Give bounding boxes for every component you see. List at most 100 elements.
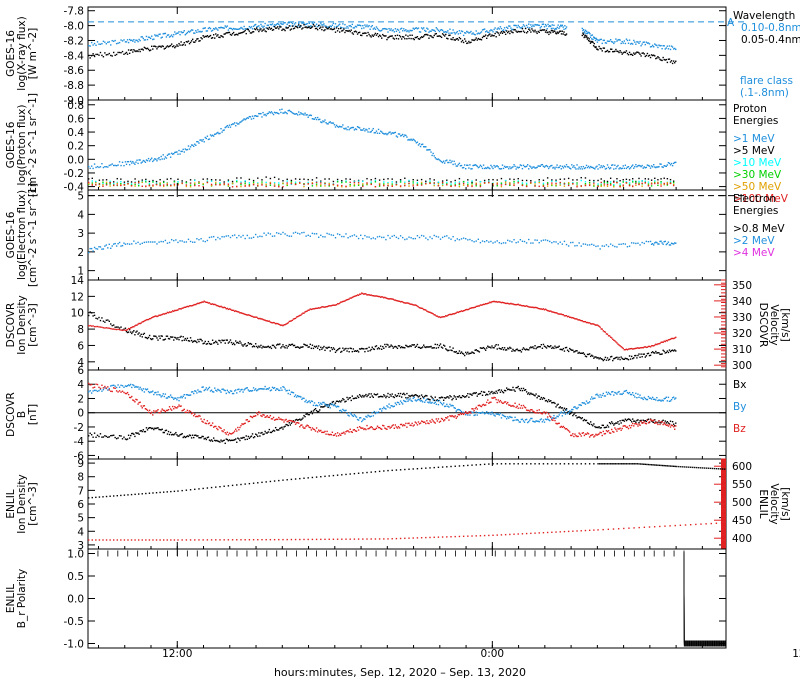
data-point xyxy=(611,355,613,358)
data-point xyxy=(431,396,433,399)
data-point xyxy=(531,306,533,309)
data-point xyxy=(526,305,529,308)
data-point xyxy=(344,348,346,350)
data-point xyxy=(558,313,560,315)
data-point xyxy=(503,31,506,33)
data-point xyxy=(583,32,585,34)
data-point xyxy=(414,36,417,39)
data-point xyxy=(646,352,649,355)
data-point xyxy=(639,356,641,358)
data-point xyxy=(329,25,331,27)
data-point xyxy=(516,386,518,389)
data-point xyxy=(167,34,170,36)
data-point xyxy=(248,25,251,28)
data-point xyxy=(179,240,181,242)
data-point xyxy=(480,165,483,168)
data-point xyxy=(519,164,522,166)
data-point xyxy=(355,416,358,418)
data-point xyxy=(211,440,214,442)
data-point xyxy=(633,167,635,169)
legend-title: Wavelength xyxy=(733,10,795,22)
data-point xyxy=(343,300,345,302)
data-point xyxy=(585,32,587,35)
data-point xyxy=(663,350,665,353)
data-point xyxy=(658,352,660,354)
data-point xyxy=(597,184,599,187)
data-point xyxy=(611,40,613,43)
data-point xyxy=(365,25,367,28)
data-point xyxy=(404,184,406,187)
data-point xyxy=(313,21,316,24)
data-point xyxy=(133,162,135,164)
data-point xyxy=(186,435,189,437)
data-point xyxy=(341,126,343,128)
data-point xyxy=(298,111,300,113)
data-point xyxy=(445,348,447,350)
data-point xyxy=(110,385,112,387)
data-point xyxy=(429,180,431,182)
data-point xyxy=(462,395,465,398)
data-point xyxy=(665,422,668,424)
data-point xyxy=(406,38,408,40)
data-point xyxy=(556,164,558,166)
data-point xyxy=(225,126,227,128)
data-point xyxy=(117,328,119,331)
data-point xyxy=(182,148,184,151)
y-axis-label: log(Proton flux) xyxy=(16,105,28,186)
data-point xyxy=(134,183,136,186)
data-point xyxy=(654,419,656,421)
data-point xyxy=(265,346,267,348)
data-point xyxy=(270,389,273,391)
data-point xyxy=(102,388,105,391)
data-point xyxy=(514,28,516,31)
data-point xyxy=(182,336,184,338)
data-point xyxy=(593,182,595,184)
data-point xyxy=(407,29,409,32)
data-point xyxy=(398,345,401,347)
data-point xyxy=(630,421,633,423)
data-point xyxy=(121,329,124,332)
data-point xyxy=(341,186,343,188)
data-point xyxy=(105,184,108,186)
data-point xyxy=(407,397,409,399)
data-point xyxy=(667,351,670,354)
data-point xyxy=(190,391,193,393)
data-point xyxy=(156,393,158,396)
data-point xyxy=(523,31,526,34)
data-point xyxy=(218,389,220,391)
data-point xyxy=(439,401,442,404)
data-point xyxy=(473,39,475,42)
data-point xyxy=(430,312,432,314)
data-point xyxy=(284,425,286,428)
data-point xyxy=(546,31,548,34)
data-point xyxy=(482,35,485,37)
data-point xyxy=(657,352,659,354)
data-point xyxy=(118,161,121,163)
data-point xyxy=(544,308,547,310)
data-point xyxy=(193,32,195,34)
data-point xyxy=(201,435,203,438)
data-point xyxy=(442,31,445,33)
data-point xyxy=(448,397,450,399)
data-point xyxy=(366,183,368,185)
data-point xyxy=(643,242,645,245)
legend-entry: >4 MeV xyxy=(733,247,775,259)
data-point xyxy=(516,26,518,29)
data-point xyxy=(421,307,424,310)
y-tick-label: 12 xyxy=(71,291,84,303)
data-point xyxy=(468,396,470,398)
data-point xyxy=(468,40,470,43)
data-point xyxy=(305,26,307,28)
data-point xyxy=(177,153,179,155)
data-point xyxy=(373,348,376,351)
data-point xyxy=(99,246,102,248)
data-point xyxy=(654,43,656,45)
data-point xyxy=(644,356,647,358)
data-point xyxy=(95,180,97,183)
data-point xyxy=(390,133,392,135)
data-point xyxy=(551,402,553,404)
data-point xyxy=(528,168,530,170)
data-point xyxy=(535,393,537,395)
data-point xyxy=(664,59,666,61)
